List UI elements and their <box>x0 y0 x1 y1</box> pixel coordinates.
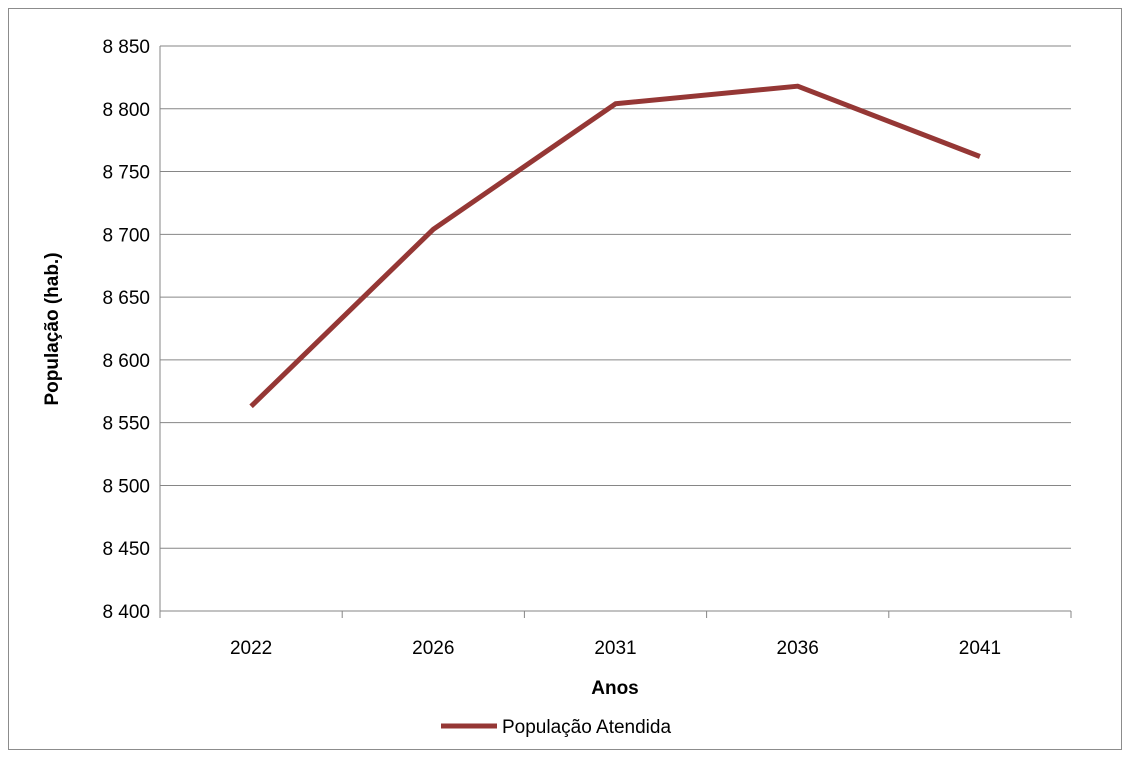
y-tick-label: 8 550 <box>102 414 150 435</box>
y-tick-label: 8 750 <box>102 163 150 184</box>
x-tick-label: 2026 <box>412 638 454 659</box>
x-tick-label: 2036 <box>777 638 819 659</box>
y-tick-label: 8 400 <box>102 602 150 623</box>
y-tick-label: 8 800 <box>102 100 150 121</box>
legend: População Atendida <box>441 717 671 738</box>
y-tick-label: 8 500 <box>102 476 150 497</box>
grid-layer <box>159 45 1072 618</box>
y-tick-label: 8 850 <box>102 37 150 58</box>
chart-frame <box>8 8 1122 750</box>
y-tick-labels: 8 400 8 450 8 500 8 550 8 600 8 650 8 700 8 750… <box>102 37 150 623</box>
y-tick-label: 8 450 <box>102 539 150 560</box>
y-tick-label: 8 700 <box>102 225 150 246</box>
y-axis-title: População (hab.) <box>42 252 63 405</box>
x-tick-label: 2022 <box>230 638 272 659</box>
series-layer <box>249 83 981 409</box>
series-line <box>249 83 981 409</box>
legend-label: População Atendida <box>502 717 671 738</box>
y-tick-label: 8 650 <box>102 288 150 309</box>
x-tick-label: 2031 <box>594 638 636 659</box>
y-tick-label: 8 600 <box>102 351 150 372</box>
x-tick-label: 2041 <box>959 638 1001 659</box>
x-tick-labels: 2022 2026 2031 2036 2041 <box>230 638 1001 659</box>
x-axis-title: Anos <box>591 678 639 699</box>
